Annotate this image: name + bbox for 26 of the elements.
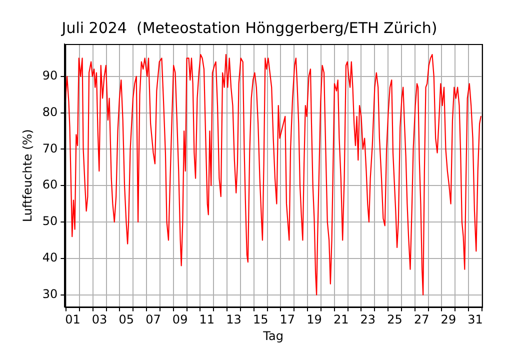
x-tick-label: 15 <box>252 312 268 327</box>
x-tick-label: 29 <box>440 312 456 327</box>
y-tick-label: 70 <box>42 141 58 156</box>
x-tick-label: 25 <box>387 312 402 327</box>
x-tick-label: 31 <box>468 312 483 327</box>
y-tick-label: 60 <box>42 178 58 192</box>
y-tick-label: 50 <box>42 214 58 228</box>
x-tick-label: 01 <box>65 312 80 327</box>
y-tick-label: 90 <box>42 68 58 83</box>
x-tick-label: 27 <box>414 312 430 327</box>
x-tick-label: 17 <box>280 312 296 327</box>
y-axis-title: Luftfeuchte (%) <box>20 129 34 222</box>
x-tick-label: 09 <box>172 312 188 327</box>
x-tick-label: 19 <box>306 312 322 327</box>
x-tick-label: 03 <box>92 312 108 327</box>
x-tick-label: 11 <box>199 312 215 327</box>
y-tick-label: 80 <box>42 104 58 119</box>
chart-title: Juli 2024 (Meteostation Hönggerberg/ETH Zürich) <box>60 18 438 37</box>
x-tick-label: 23 <box>360 312 376 327</box>
x-tick-label: 07 <box>146 312 161 327</box>
x-axis-title: Tag <box>262 328 284 343</box>
x-tick-label: 05 <box>118 312 134 327</box>
y-tick-label: 30 <box>42 286 58 301</box>
x-tick-label: 21 <box>333 312 349 327</box>
x-tick-label: 13 <box>226 312 242 327</box>
y-tick-label: 40 <box>42 250 58 265</box>
